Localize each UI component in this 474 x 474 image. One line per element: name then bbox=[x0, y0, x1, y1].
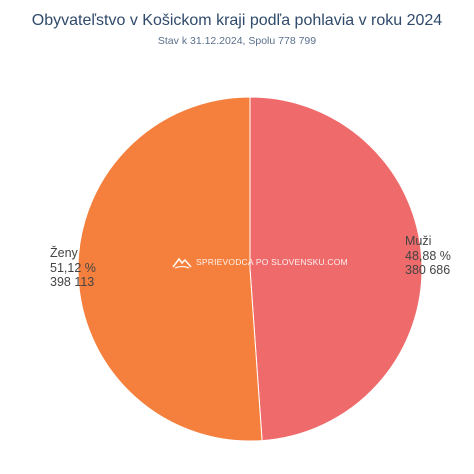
slice-label-value: 380 686 bbox=[405, 263, 451, 277]
mountain-logo-icon bbox=[172, 257, 192, 269]
slice-label-value: 398 113 bbox=[50, 275, 95, 289]
pie-slice-0 bbox=[249, 96, 423, 442]
watermark-text: SPRIEVODCA PO SLOVENSKU.COM bbox=[196, 257, 348, 267]
slice-label-percent: 51,12 % bbox=[50, 260, 96, 275]
slice-label-zeny: Ženy 51,12 % 398 113 bbox=[50, 246, 96, 290]
slice-label-name: Muži bbox=[405, 234, 432, 248]
chart-subtitle: Stav k 31.12.2024, Spolu 778 799 bbox=[157, 35, 317, 47]
slice-label-muzi: Muži 48,88 % 380 686 bbox=[405, 234, 451, 278]
slice-label-percent: 48,88 % bbox=[405, 248, 451, 263]
slice-label-name: Ženy bbox=[50, 246, 78, 260]
chart-title: Obyvateľstvo v Košickom kraji podľa pohl… bbox=[31, 12, 443, 29]
watermark: SPRIEVODCA PO SLOVENSKU.COM bbox=[172, 255, 348, 269]
pie-slice-1 bbox=[77, 96, 263, 442]
